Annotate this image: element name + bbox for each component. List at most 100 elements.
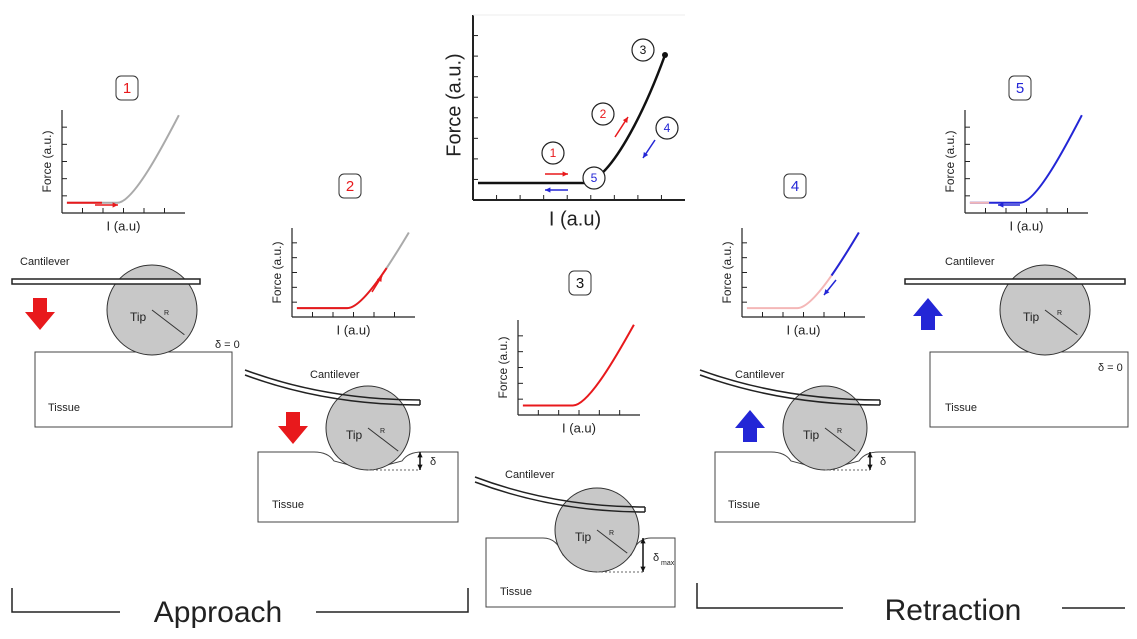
marker-label: 4 [664, 121, 671, 135]
cantilever [474, 476, 646, 508]
marker-circle [631, 38, 655, 62]
marker-circle [655, 116, 679, 140]
cantilever [244, 374, 421, 406]
step-box [115, 75, 139, 101]
curve-segment [66, 114, 180, 204]
motion-arrow [735, 410, 765, 442]
arrow-head [867, 464, 873, 470]
tip-label: Tip [575, 530, 592, 544]
arrow-head [417, 452, 423, 458]
cantilever-label: Cantilever [20, 256, 70, 268]
arrow-head [622, 117, 628, 123]
curve-segment [522, 324, 635, 407]
marker-circle [591, 102, 615, 126]
marker-circle [541, 141, 565, 165]
tip-label: Tip [130, 310, 147, 324]
tissue-label: Tissue [272, 499, 304, 511]
arrow-head [417, 464, 423, 470]
plot-x-label: I (a.u) [562, 420, 596, 435]
marker-label: 5 [591, 171, 598, 185]
cantilever-label: Cantilever [735, 369, 785, 381]
marker-circle [582, 166, 606, 190]
cantilever [699, 374, 881, 406]
tip-label: Tip [346, 428, 363, 442]
plot-y-label: Force (a.u.) [720, 241, 734, 303]
main-curve [478, 54, 667, 185]
plot-y-label: Force (a.u.) [496, 336, 510, 398]
curve-segment [296, 231, 410, 310]
cantilever [474, 481, 646, 513]
curve-segment [969, 114, 1083, 204]
curve-end [662, 52, 668, 58]
cantilever-label: Cantilever [505, 469, 555, 481]
radius-label: R [1057, 310, 1062, 317]
step-box [338, 173, 362, 199]
marker-label: 3 [640, 43, 647, 57]
plot-x-label: I (a.u) [787, 322, 821, 337]
cantilever-label: Cantilever [945, 256, 995, 268]
phase-label: Retraction [885, 594, 1022, 627]
phase-bracket [316, 588, 469, 613]
main-x-label: I (a.u) [549, 208, 601, 230]
tip-radius [1044, 309, 1078, 336]
tip-label: Tip [803, 428, 820, 442]
radius-label: R [164, 310, 169, 317]
tip-radius [596, 529, 628, 554]
tip-radius [824, 427, 856, 452]
delta-subscript: max [661, 560, 675, 567]
arrow-head [643, 152, 649, 158]
step-label: 5 [1016, 80, 1024, 97]
arrow-head [376, 276, 382, 282]
arrow-head [640, 566, 646, 572]
motion-arrow [278, 412, 308, 444]
plot-y-label: Force (a.u.) [40, 130, 54, 192]
cantilever [11, 278, 201, 285]
tip-radius [367, 427, 399, 452]
arrow-head [545, 187, 551, 193]
tissue [34, 351, 233, 428]
cantilever [244, 369, 421, 401]
plot-y-label: Force (a.u.) [943, 130, 957, 192]
curve-segment [969, 114, 1083, 204]
delta-label: δ [653, 552, 659, 564]
arrow-head [867, 452, 873, 458]
arrow-head [562, 171, 568, 177]
radius-label: R [609, 530, 614, 537]
phase-bracket [11, 588, 120, 613]
delta-label: δ = 0 [215, 339, 240, 351]
main-y-label: Force (a.u.) [443, 53, 465, 156]
marker-label: 2 [600, 107, 607, 121]
phase-label: Approach [154, 596, 282, 629]
arrow-head [640, 538, 646, 544]
step-label: 2 [346, 178, 354, 195]
tissue-label: Tissue [500, 586, 532, 598]
curve-segment [746, 231, 860, 310]
arrow-head [112, 202, 118, 208]
step-box [783, 173, 807, 199]
curve-segment [746, 231, 860, 310]
delta-label: δ [430, 456, 436, 468]
plot-x-label: I (a.u) [1010, 218, 1044, 233]
step-label: 4 [791, 178, 799, 195]
phase-bracket [696, 583, 843, 609]
cantilever [699, 369, 881, 401]
delta-label: δ = 0 [1098, 362, 1123, 374]
motion-arrow [25, 298, 55, 330]
tissue-label: Tissue [48, 402, 80, 414]
step-label: 1 [123, 80, 131, 97]
tip-radius [151, 309, 185, 336]
curve-segment [296, 231, 410, 310]
arrow-head [998, 202, 1004, 208]
step-box [568, 270, 592, 296]
tissue-label: Tissue [945, 402, 977, 414]
step-label: 3 [576, 275, 584, 292]
radius-label: R [837, 428, 842, 435]
tissue-label: Tissue [728, 499, 760, 511]
motion-arrow [913, 298, 943, 330]
curve-segment [66, 114, 180, 204]
step-box [1008, 75, 1032, 101]
plot-x-label: I (a.u) [107, 218, 141, 233]
radius-label: R [380, 428, 385, 435]
plot-y-label: Force (a.u.) [270, 241, 284, 303]
